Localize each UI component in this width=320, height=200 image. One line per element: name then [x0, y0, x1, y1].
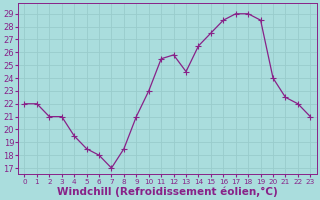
X-axis label: Windchill (Refroidissement éolien,°C): Windchill (Refroidissement éolien,°C) — [57, 186, 278, 197]
